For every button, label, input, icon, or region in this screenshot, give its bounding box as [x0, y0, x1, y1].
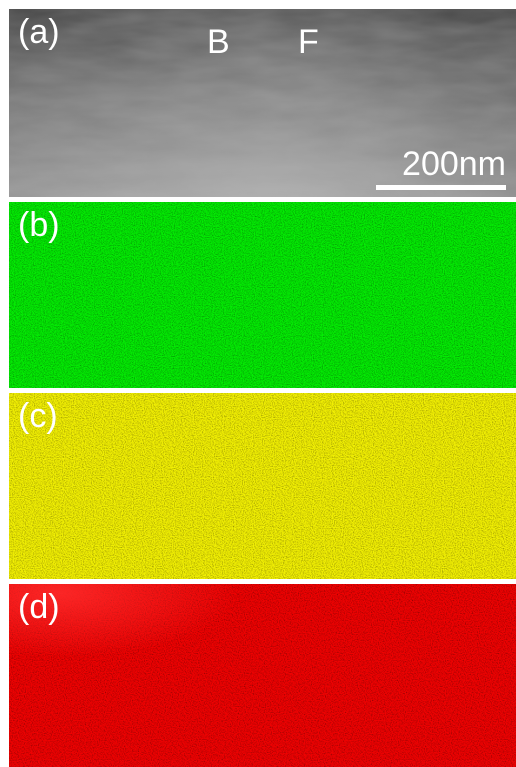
panel-d-label: (d) — [18, 588, 60, 626]
panel-d-texture — [9, 584, 516, 767]
panel-b-element-map: (b) — [9, 202, 516, 388]
marker-left: B — [207, 23, 230, 61]
panel-a-grayscale-image: (a) B F 200nm — [9, 9, 516, 197]
panel-c-texture — [9, 393, 516, 579]
marker-right: F — [298, 23, 319, 61]
scale-bar — [376, 185, 506, 190]
panel-c-label: (c) — [18, 397, 58, 435]
panel-d-element-map: (d) — [9, 584, 516, 767]
panel-b-texture — [9, 202, 516, 388]
panel-a-texture — [9, 9, 516, 197]
panel-c-element-map: (c) — [9, 393, 516, 579]
scale-bar-label: 200nm — [402, 145, 506, 183]
panel-b-label: (b) — [18, 206, 60, 244]
panel-a-label: (a) — [18, 13, 60, 51]
